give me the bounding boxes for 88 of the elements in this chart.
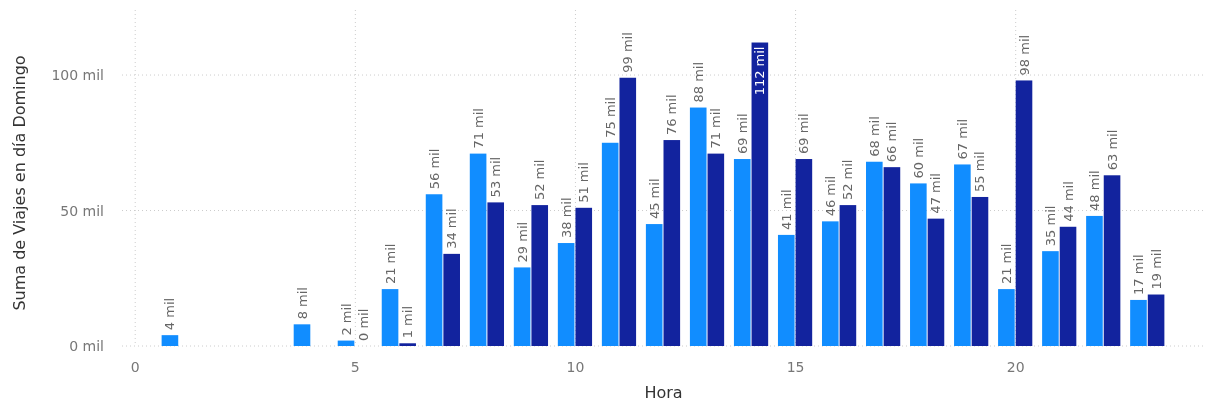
bar	[998, 289, 1015, 346]
data-label: 68 mil	[866, 116, 882, 157]
bar	[751, 42, 769, 346]
bar	[971, 196, 989, 346]
bar	[619, 77, 637, 346]
bar	[1015, 80, 1033, 346]
data-label: 52 mil	[840, 159, 856, 201]
data-label: 8 mil	[294, 287, 310, 320]
bar	[487, 202, 505, 346]
y-tick-label: 50 mil	[60, 202, 104, 219]
bar	[1103, 175, 1121, 346]
data-label: 88 mil	[690, 61, 706, 103]
y-tick-label: 0 mil	[69, 338, 104, 354]
bar	[927, 218, 945, 346]
data-label: 46 mil	[822, 175, 838, 217]
y-tick-label: 100 mil	[51, 67, 104, 84]
bar	[443, 253, 460, 346]
data-label: 48 mil	[1086, 170, 1102, 211]
bar	[601, 142, 619, 346]
bar	[513, 267, 531, 346]
data-label: 63 mil	[1104, 129, 1120, 171]
bar	[733, 159, 751, 346]
data-label: 21 mil	[382, 243, 398, 285]
x-tick-label: 0	[130, 359, 140, 375]
bar	[293, 324, 311, 346]
data-label: 19 mil	[1148, 248, 1164, 290]
data-label: 35 mil	[1042, 205, 1058, 247]
data-label: 55 mil	[972, 151, 988, 192]
data-label: 0 mil	[356, 308, 372, 341]
bar	[1086, 215, 1103, 346]
bar	[777, 234, 795, 346]
data-label: 56 mil	[426, 148, 442, 190]
bar	[1059, 226, 1077, 346]
data-label: 99 mil	[620, 32, 636, 73]
data-label: 98 mil	[1016, 34, 1032, 76]
bar	[1147, 294, 1165, 346]
bar	[795, 159, 813, 346]
bar	[707, 153, 725, 346]
data-label: 51 mil	[576, 162, 592, 203]
data-label: 67 mil	[954, 118, 970, 160]
bar	[663, 140, 681, 346]
data-label: 112 mil	[752, 46, 768, 96]
x-tick-label: 15	[786, 359, 805, 375]
data-label: 53 mil	[488, 156, 504, 198]
data-label: 34 mil	[444, 208, 460, 249]
data-label: 47 mil	[928, 173, 944, 214]
data-label: 52 mil	[532, 159, 548, 201]
bar	[883, 167, 901, 346]
bar	[399, 343, 416, 346]
data-label: 76 mil	[664, 94, 680, 136]
bar	[469, 153, 487, 346]
data-label: 41 mil	[778, 189, 794, 230]
data-label: 66 mil	[884, 121, 900, 163]
bar	[575, 207, 593, 346]
bar	[161, 335, 179, 346]
data-label: 21 mil	[998, 243, 1014, 285]
bar	[866, 161, 883, 346]
bar	[689, 107, 707, 346]
data-label: 17 mil	[1130, 254, 1146, 295]
x-axis-title: Hora	[644, 383, 683, 402]
data-label: 45 mil	[646, 178, 662, 220]
bar	[425, 194, 443, 346]
x-tick-label: 5	[350, 359, 360, 375]
bar	[839, 205, 857, 346]
data-label: 29 mil	[514, 221, 530, 263]
bar	[557, 243, 575, 346]
bar	[1042, 251, 1059, 346]
data-label: 1 mil	[400, 305, 416, 339]
x-tick-label: 20	[1006, 359, 1025, 375]
bar	[954, 164, 971, 346]
data-label: 2 mil	[338, 303, 354, 336]
y-axis-title: Suma de Viajes en día Domingo	[10, 55, 29, 311]
data-label: 75 mil	[602, 97, 618, 138]
data-label: 60 mil	[910, 137, 926, 179]
data-label: 71 mil	[470, 108, 486, 149]
data-label: 69 mil	[796, 113, 812, 155]
data-label: 69 mil	[734, 113, 750, 155]
data-label: 38 mil	[558, 197, 574, 239]
bar	[1130, 299, 1147, 346]
bar	[910, 183, 927, 346]
bar	[531, 205, 549, 346]
bar	[821, 221, 839, 346]
bar	[381, 289, 399, 346]
data-label: 71 mil	[708, 108, 724, 149]
bar	[645, 224, 663, 346]
data-label: 4 mil	[162, 297, 178, 331]
data-label: 44 mil	[1060, 181, 1076, 222]
x-tick-label: 10	[566, 359, 585, 375]
